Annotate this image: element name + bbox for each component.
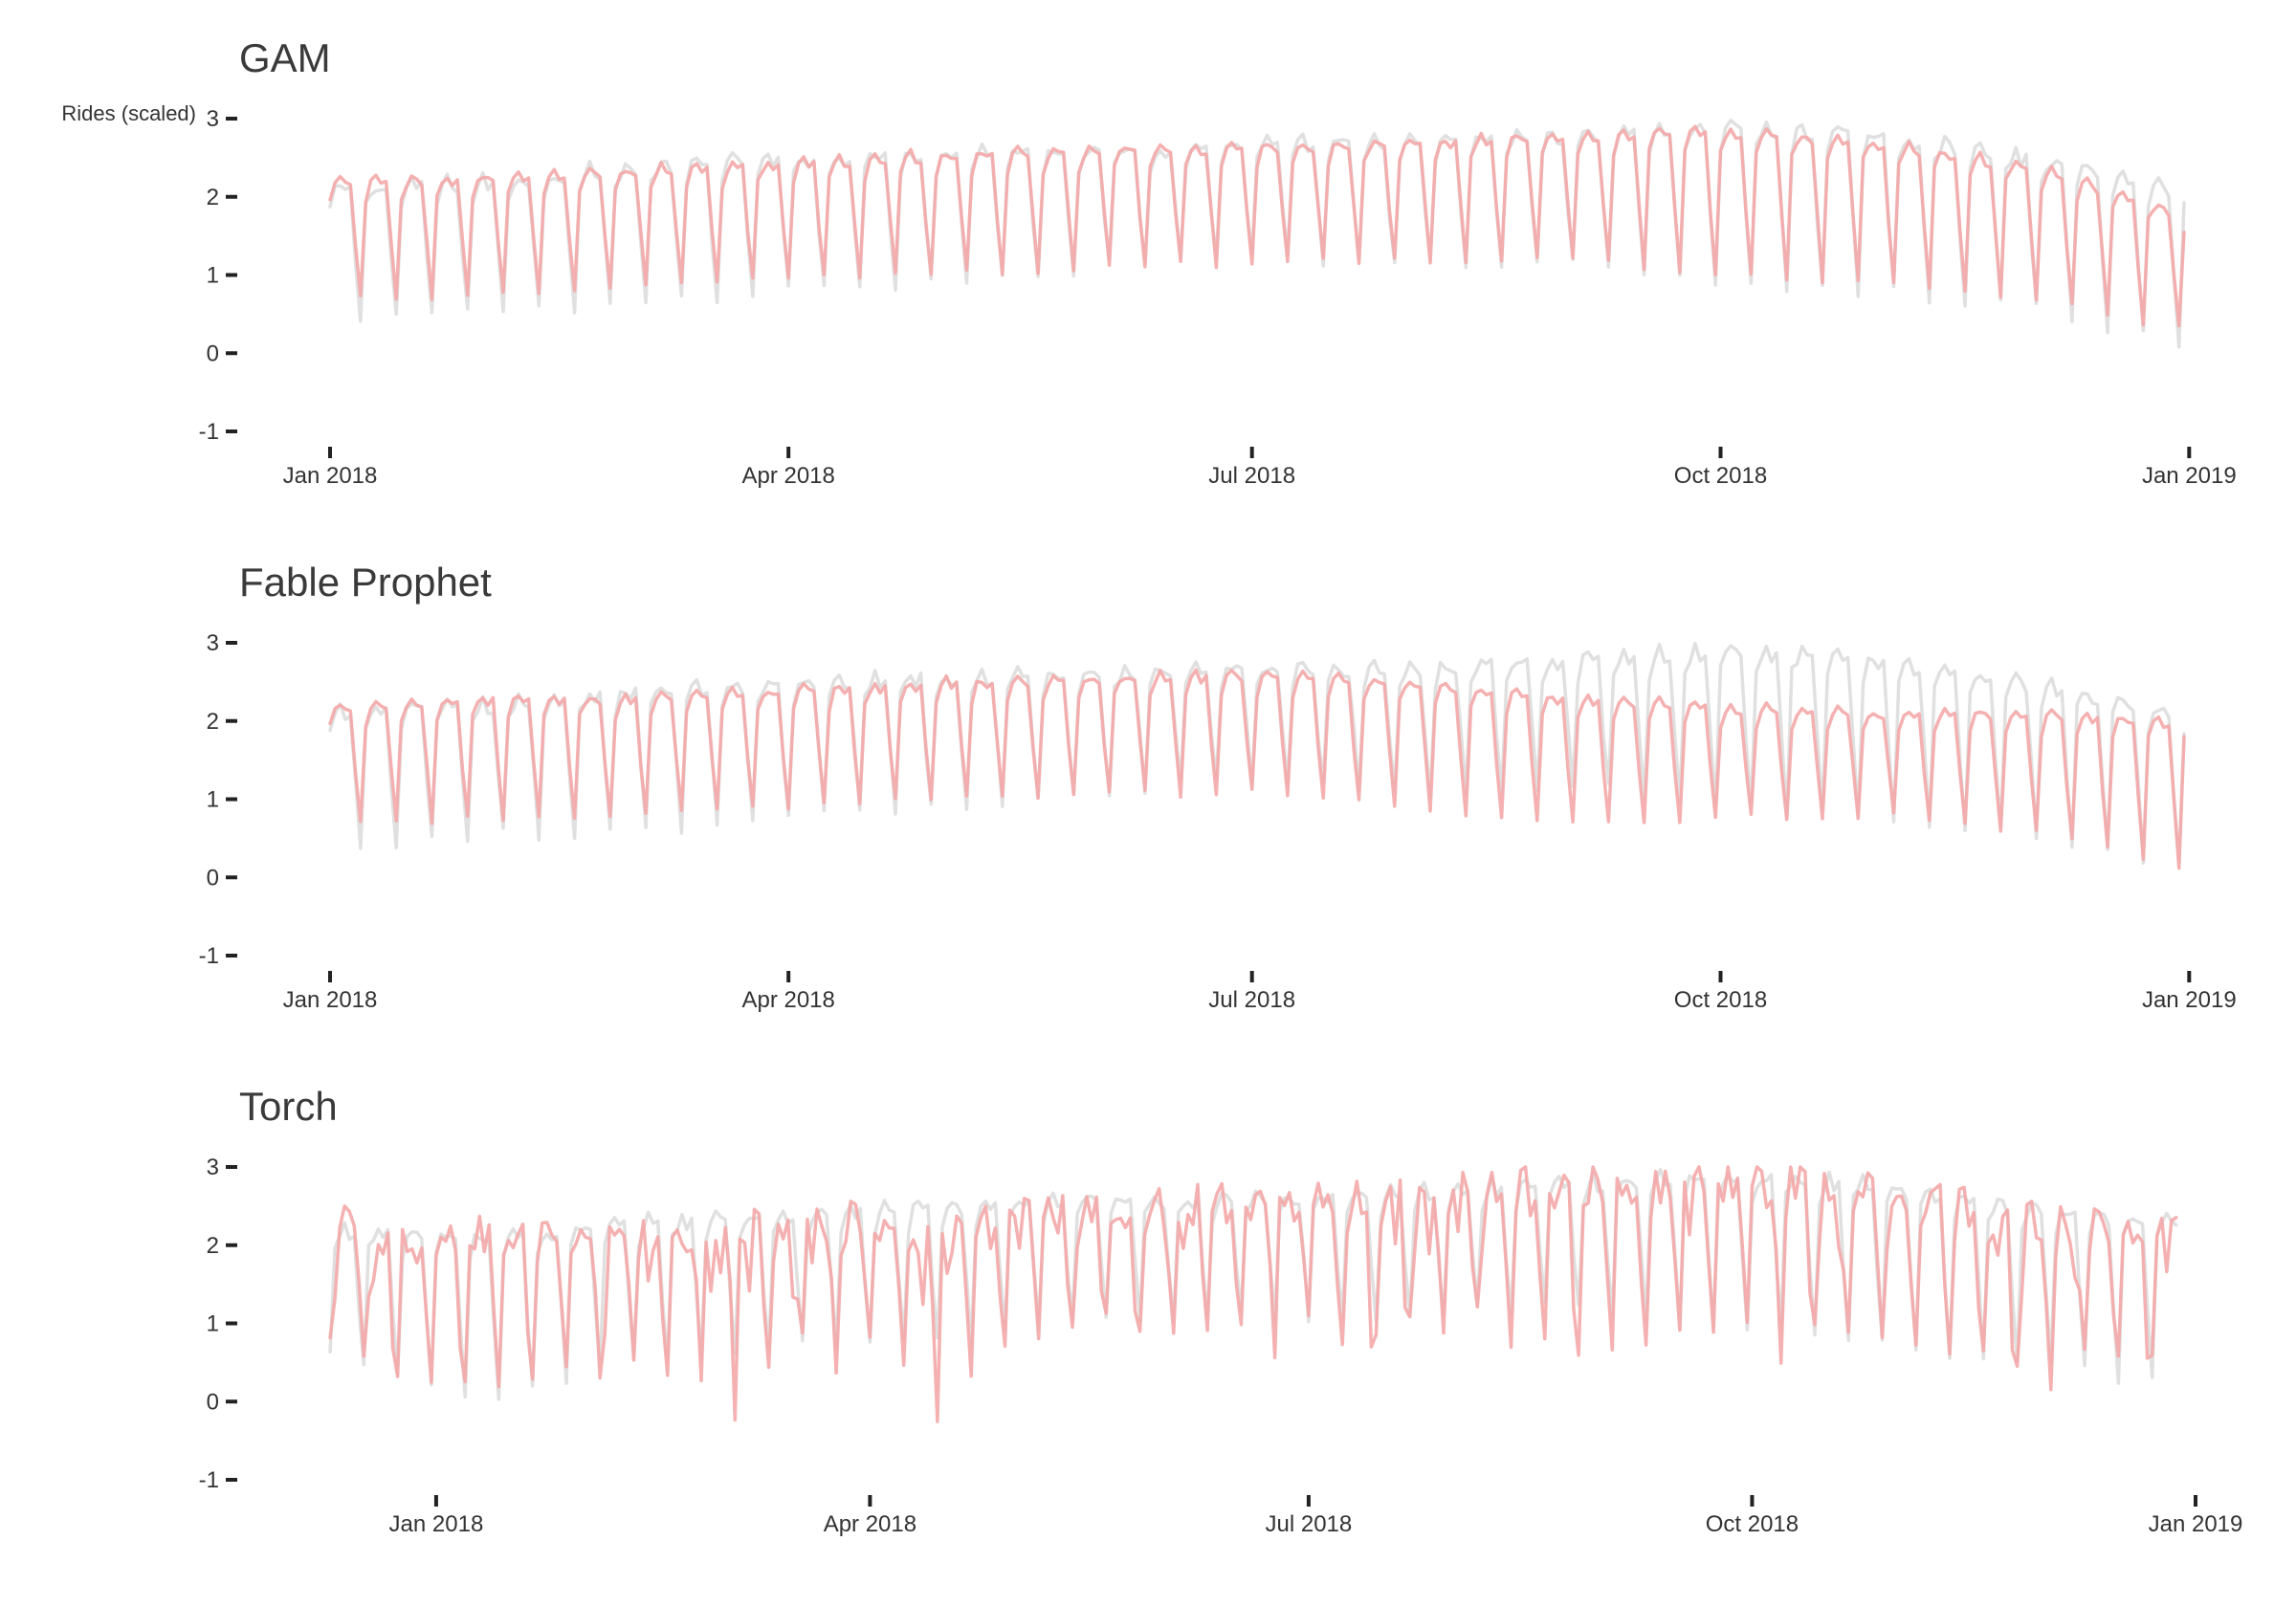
y-tick-label: 2	[207, 709, 219, 735]
chart-panel-gam: GAM Rides (scaled) -1 0 1 2 3 Jan 2018 Apr 201…	[61, 35, 2236, 489]
panel-title-gam: GAM	[239, 35, 331, 80]
x-tick-label: Oct 2018	[1706, 1511, 1799, 1537]
y-tick-label: 1	[207, 787, 219, 813]
series-line-actual	[328, 641, 2186, 865]
chart-panel-fable-prophet: Fable Prophet -1 0 1 2 3 Jan 2018 Apr 2018 Jul …	[199, 560, 2237, 1013]
x-tick-label: Jan 2019	[2142, 987, 2237, 1013]
series-line-fitted	[328, 668, 2186, 870]
y-tick-label: 2	[207, 1233, 219, 1259]
x-tick-label: Jul 2018	[1266, 1511, 1353, 1537]
series-line-actual	[328, 119, 2186, 349]
x-tick-label: Jan 2018	[283, 463, 378, 489]
y-tick-label: 0	[207, 341, 219, 366]
x-tick-label: Jul 2018	[1208, 463, 1295, 489]
x-tick-label: Apr 2018	[741, 987, 834, 1013]
chart-panel-torch: Torch -1 0 1 2 3 Jan 2018 Apr 2018 Jul 2018 Oct …	[199, 1084, 2243, 1537]
x-tick-label: Oct 2018	[1674, 987, 1767, 1013]
series-line-fitted	[328, 124, 2186, 328]
y-tick-label: 3	[207, 1155, 219, 1180]
y-tick-label: 2	[207, 185, 219, 210]
y-tick-label: 3	[207, 630, 219, 656]
y-tick-label: 3	[207, 106, 219, 132]
y-tick-label: 0	[207, 1389, 219, 1415]
panel-title-fable-prophet: Fable Prophet	[239, 560, 492, 605]
y-tick-label: 0	[207, 865, 219, 891]
x-tick-label: Jul 2018	[1208, 987, 1295, 1013]
series-line-fitted	[328, 1165, 2178, 1423]
y-tick-label: -1	[199, 943, 219, 969]
y-tick-label: 1	[207, 1311, 219, 1337]
x-tick-label: Apr 2018	[741, 463, 834, 489]
panel-title-torch: Torch	[239, 1084, 338, 1129]
x-tick-label: Oct 2018	[1674, 463, 1767, 489]
x-tick-label: Jan 2018	[283, 987, 378, 1013]
x-tick-label: Jan 2019	[2149, 1511, 2243, 1537]
y-axis-label: Rides (scaled)	[61, 101, 196, 125]
x-tick-label: Jan 2019	[2142, 463, 2237, 489]
x-tick-label: Apr 2018	[824, 1511, 916, 1537]
y-tick-label: -1	[199, 1467, 219, 1493]
y-tick-label: -1	[199, 419, 219, 445]
x-tick-label: Jan 2018	[389, 1511, 484, 1537]
y-tick-label: 1	[207, 263, 219, 289]
